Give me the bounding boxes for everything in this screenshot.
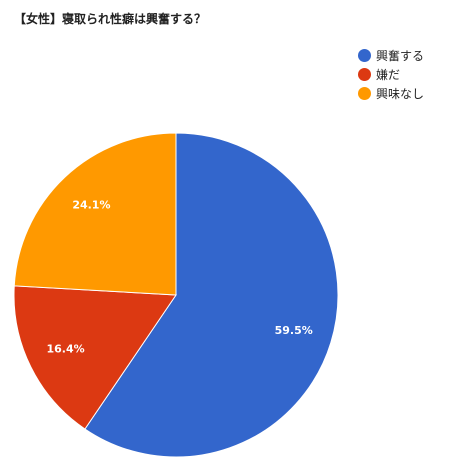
pie-label-iya-da: 16.4% xyxy=(47,343,85,356)
legend-label-0: 興奮する xyxy=(376,49,425,63)
legend: 興奮する 嫌だ 興味なし xyxy=(358,46,424,103)
pie-slice-kofun-suru xyxy=(84,132,339,458)
legend-item-1: 嫌だ xyxy=(358,65,424,84)
pie-slice-kyoumi-nashi xyxy=(13,132,177,296)
legend-item-0: 興奮する xyxy=(358,46,424,65)
pie-slices xyxy=(13,132,339,458)
legend-swatch-2 xyxy=(358,87,371,100)
pie-slice-iya-da xyxy=(13,285,177,430)
pie-labels: 59.5% 16.4% 24.1% xyxy=(47,199,313,356)
legend-swatch-1 xyxy=(358,68,371,81)
legend-swatch-0 xyxy=(358,49,371,62)
legend-label-1: 嫌だ xyxy=(376,68,401,82)
chart-title: 【女性】寝取られ性癖は興奮する？ xyxy=(14,12,207,26)
legend-label-2: 興味なし xyxy=(376,87,425,101)
pie-label-kofun-suru: 59.5% xyxy=(275,324,313,337)
pie-label-kyoumi-nashi: 24.1% xyxy=(72,199,110,212)
legend-item-2: 興味なし xyxy=(358,84,424,103)
